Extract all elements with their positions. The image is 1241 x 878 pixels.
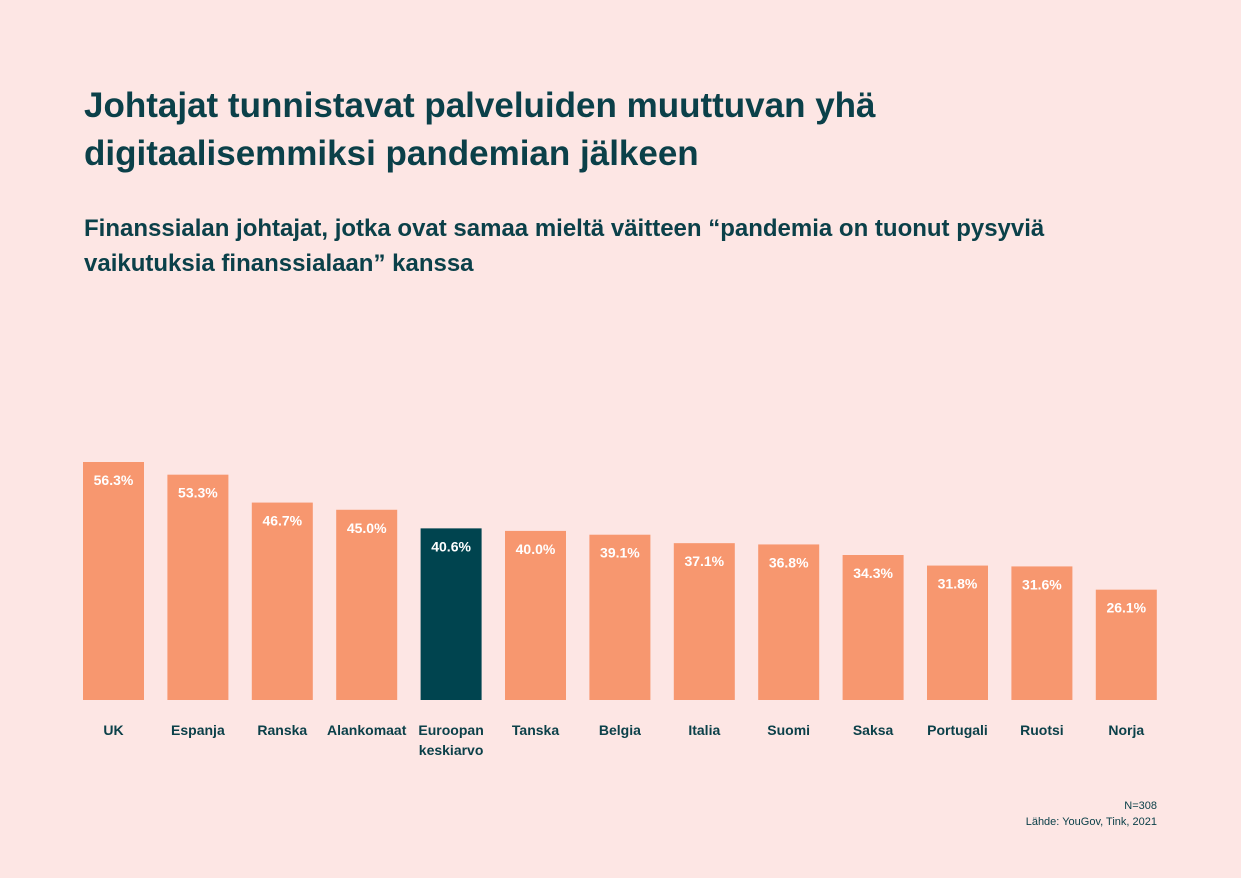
- bar: [842, 555, 904, 700]
- bar: [83, 462, 144, 700]
- x-tick-label: keskiarvo: [419, 742, 484, 758]
- chart-subtitle: Finanssialan johtajat, jotka ovat samaa …: [84, 215, 1045, 277]
- x-tick-label: UK: [103, 722, 123, 738]
- bar-value-label: 31.8%: [938, 576, 978, 592]
- bar-value-label: 40.6%: [431, 538, 471, 554]
- x-tick-label: Euroopan: [418, 722, 483, 738]
- bar: [251, 502, 313, 700]
- x-tick-label: Italia: [688, 722, 720, 738]
- bar-value-label: 36.8%: [769, 554, 809, 570]
- x-tick-label: Norja: [1108, 722, 1144, 738]
- bar-value-label: 46.7%: [262, 513, 302, 529]
- bar-value-label: 56.3%: [94, 472, 134, 488]
- bar: [505, 530, 566, 700]
- x-tick-label: Alankomaat: [327, 722, 407, 738]
- bar: [758, 544, 820, 700]
- x-tick-label: Espanja: [171, 722, 225, 738]
- bar: [1095, 589, 1157, 700]
- bar-value-label: 26.1%: [1106, 600, 1146, 616]
- x-tick-label: Ranska: [257, 722, 307, 738]
- bar: [336, 509, 398, 700]
- x-tick-label: Ruotsi: [1020, 722, 1064, 738]
- bar-value-label: 40.0%: [516, 541, 556, 557]
- bar: [1011, 566, 1073, 700]
- bar-value-label: 31.6%: [1022, 576, 1062, 592]
- sample-size: N=308: [1124, 800, 1157, 812]
- bar-value-label: 34.3%: [853, 565, 893, 581]
- source-note: Lähde: YouGov, Tink, 2021: [1025, 816, 1157, 828]
- bar: [673, 543, 735, 700]
- bar-value-label: 53.3%: [178, 485, 218, 501]
- x-tick-label: Belgia: [599, 722, 641, 738]
- bar: [167, 474, 229, 700]
- bar-value-label: 37.1%: [684, 553, 724, 569]
- bar: [927, 565, 988, 700]
- bar-value-label: 45.0%: [347, 520, 387, 536]
- x-tick-label: Portugali: [927, 722, 988, 738]
- chart-footnote: N=308 Lähde: YouGov, Tink, 2021: [1026, 798, 1157, 830]
- bar: [420, 528, 482, 700]
- bar: [589, 534, 651, 700]
- chart-title: Johtajat tunnistavat palveluiden muuttuv…: [84, 86, 876, 173]
- x-tick-label: Tanska: [512, 722, 559, 738]
- x-tick-label: Saksa: [853, 722, 894, 738]
- x-tick-label: Suomi: [767, 722, 810, 738]
- bar-value-label: 39.1%: [600, 545, 640, 561]
